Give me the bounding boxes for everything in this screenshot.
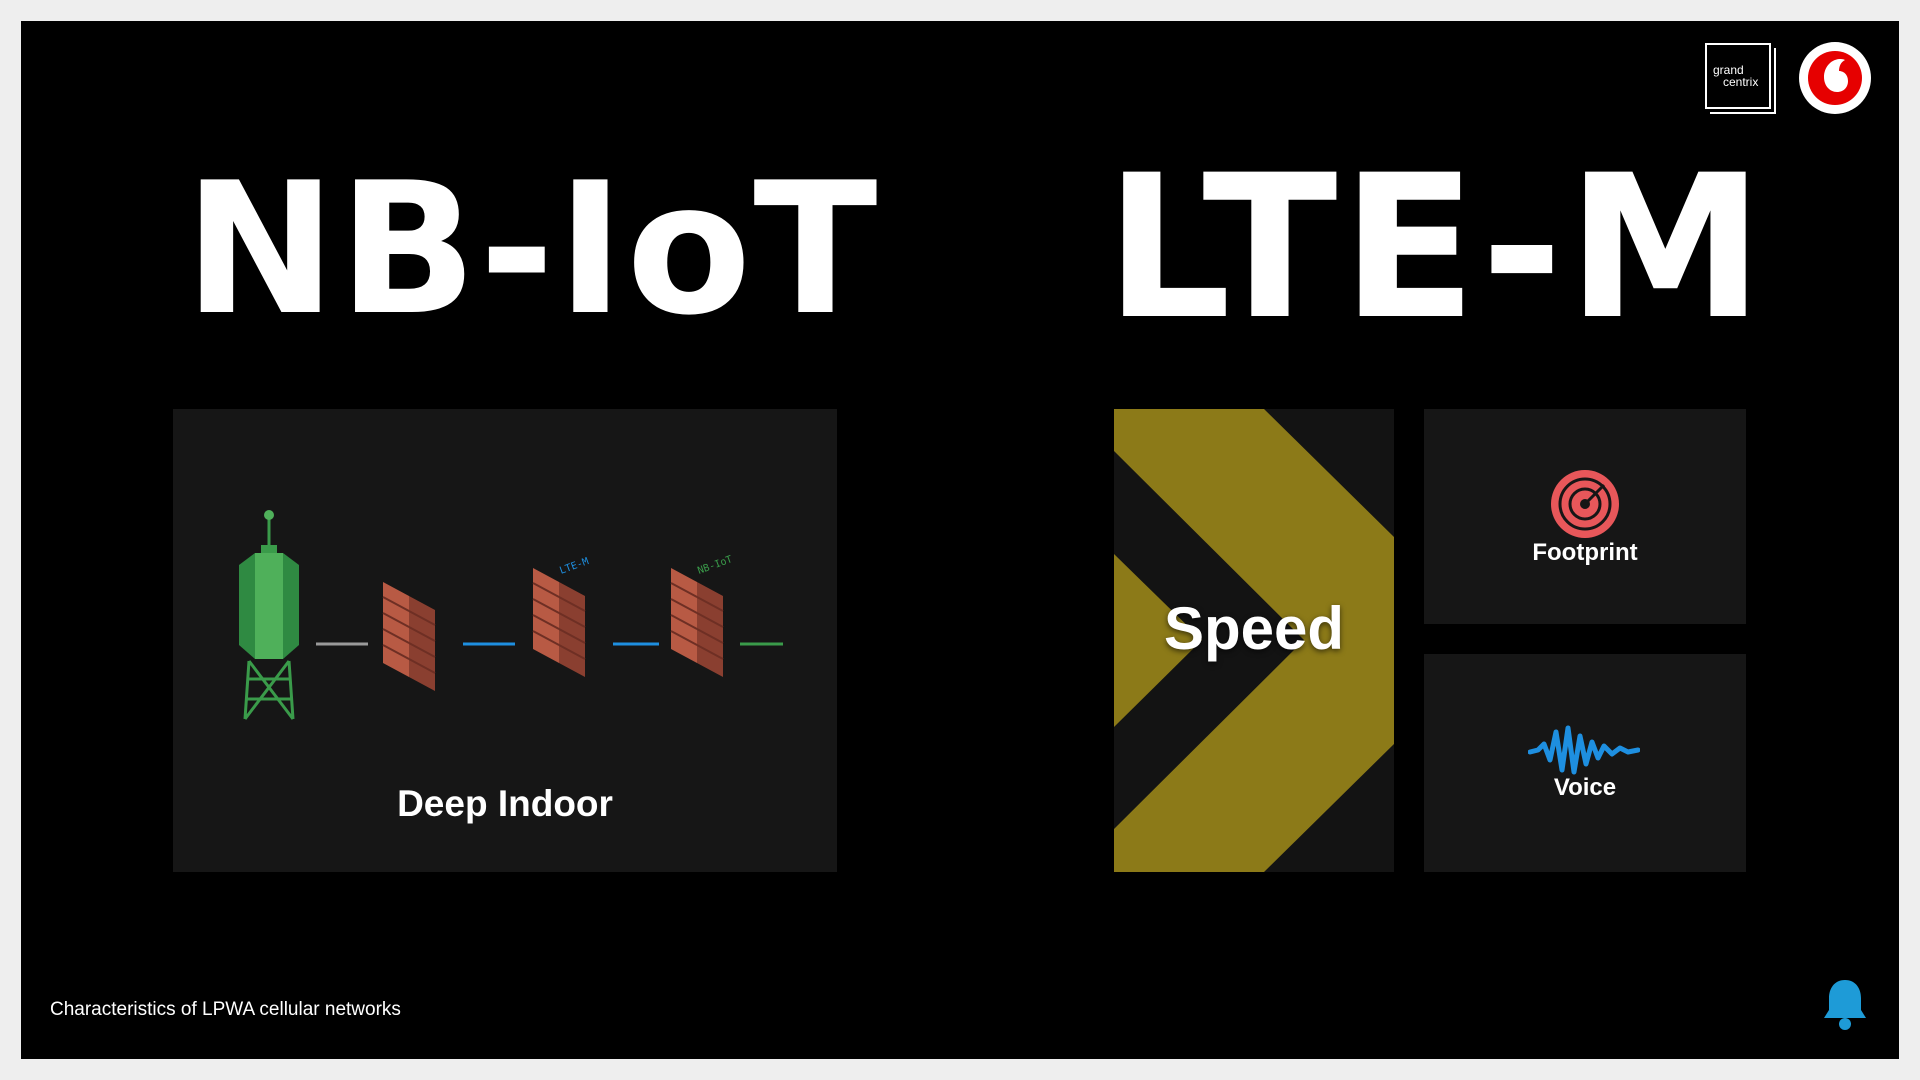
- sound-wave-icon: [1528, 725, 1640, 775]
- voice-label: Voice: [1553, 774, 1617, 801]
- chevron-arrow-icon: [1114, 409, 1394, 872]
- wall-tag-lte-m: LTE-M: [558, 556, 590, 577]
- vodafone-logo: [1799, 42, 1871, 114]
- lte-m-heading: LTE-M: [1105, 132, 1768, 363]
- brick-wall-icon: [382, 582, 436, 691]
- voice-panel: Voice: [1424, 654, 1746, 872]
- brick-wall-icon: [670, 568, 724, 677]
- radar-target-icon: [1551, 470, 1619, 538]
- slide-caption: Characteristics of LPWA cellular network…: [50, 999, 401, 1020]
- deep-indoor-label: Deep Indoor: [397, 783, 613, 824]
- nb-iot-heading: NB-IoT: [184, 143, 880, 355]
- speed-label: Speed: [1163, 595, 1345, 662]
- brick-wall-icon: [532, 568, 586, 677]
- deep-indoor-illustration: LTE-M NB-IoT: [239, 510, 783, 720]
- wall-tag-nb-iot: NB-IoT: [696, 554, 734, 577]
- speed-panel: Speed: [1114, 409, 1394, 872]
- footprint-panel: Footprint: [1424, 409, 1746, 624]
- deep-indoor-panel: LTE-M NB-IoT Deep Indoor: [173, 409, 837, 872]
- presentation-slide: grand centrix NB-IoT LTE-M: [21, 21, 1899, 1059]
- footprint-label: Footprint: [1532, 539, 1638, 566]
- vodafone-speechmark-icon: [1808, 51, 1862, 105]
- cell-tower-icon: [239, 510, 299, 720]
- notification-bell-icon[interactable]: [1820, 976, 1870, 1037]
- grandcentrix-logo: grand centrix: [1705, 43, 1771, 109]
